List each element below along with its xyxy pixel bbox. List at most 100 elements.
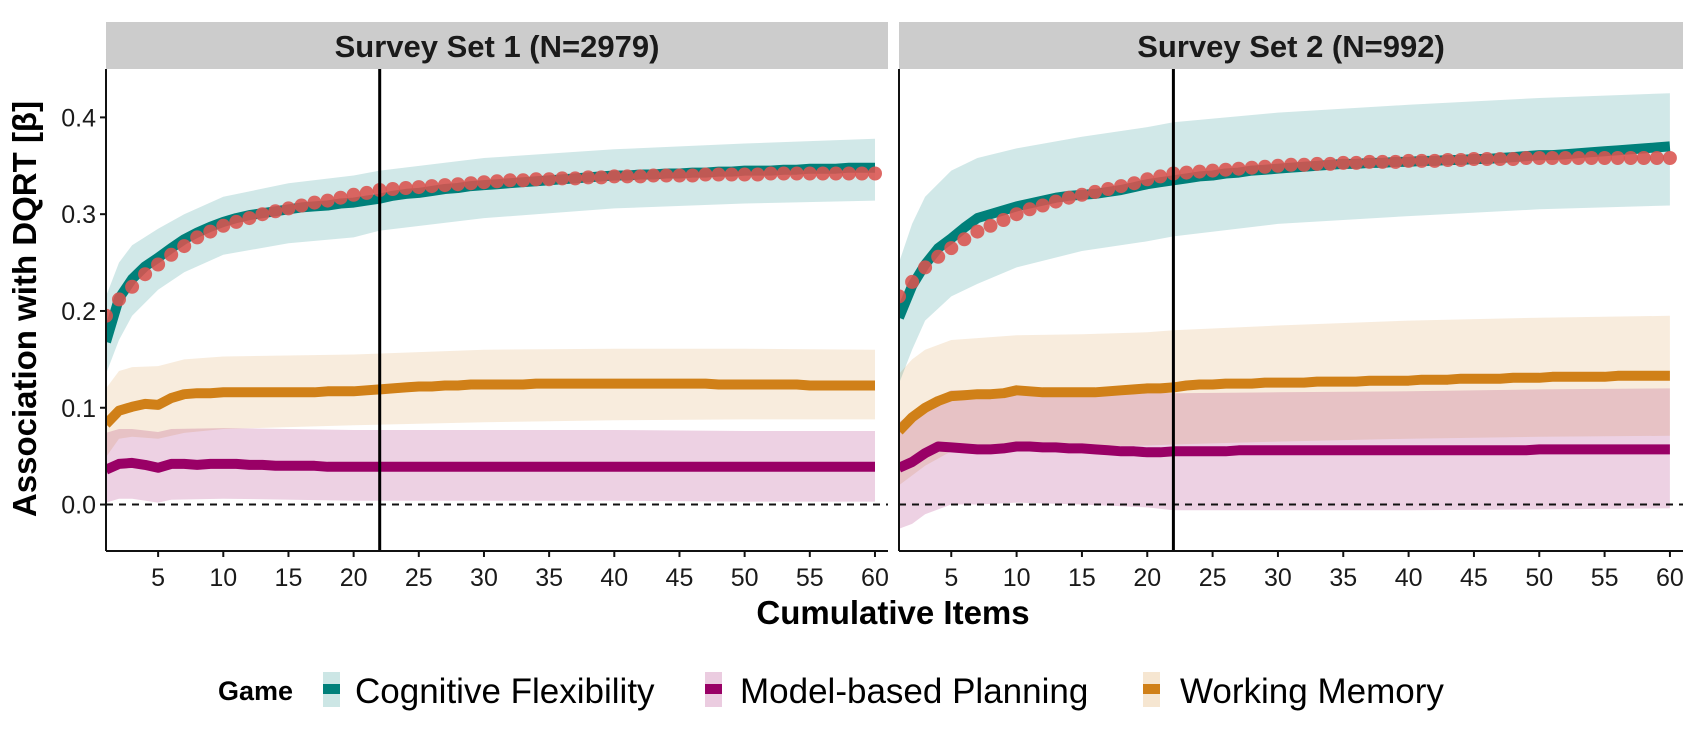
- data-point: [1453, 153, 1468, 167]
- legend-swatch-line: [1143, 684, 1160, 694]
- data-point: [581, 170, 596, 185]
- x-tick-label: 10: [209, 564, 237, 592]
- legend-entry-model-based-planning: Model-based Planning: [705, 672, 1088, 711]
- data-point: [698, 167, 713, 182]
- data-point: [1545, 151, 1560, 165]
- data-point: [112, 292, 126, 307]
- data-point: [1532, 151, 1547, 165]
- data-point: [1218, 162, 1233, 177]
- data-point: [1310, 156, 1325, 171]
- panel-strip: [899, 22, 1683, 69]
- data-point: [594, 170, 609, 185]
- data-point: [1088, 184, 1102, 199]
- data-point: [672, 168, 687, 183]
- legend-title: Game: [218, 676, 293, 706]
- x-tick-label: 55: [796, 564, 824, 592]
- data-point: [750, 167, 765, 182]
- data-point: [437, 178, 452, 193]
- data-point: [1375, 154, 1390, 169]
- data-point: [828, 166, 843, 181]
- data-point: [516, 173, 531, 188]
- data-point: [333, 190, 348, 205]
- x-tick-label: 25: [405, 564, 433, 592]
- data-point: [1127, 176, 1142, 191]
- data-point: [711, 167, 726, 182]
- data-point: [490, 174, 504, 189]
- y-tick-label: 0.4: [61, 104, 96, 132]
- data-point: [1414, 153, 1429, 168]
- data-point: [633, 169, 648, 184]
- data-point: [255, 207, 270, 222]
- panel-survey-set-1: Survey Set 1 (N=2979) 0.0 0.1 0.2 0.3 0.4 5 10 1…: [61, 22, 889, 592]
- data-point: [307, 195, 322, 210]
- data-point: [1636, 151, 1651, 165]
- data-point: [1231, 161, 1246, 176]
- x-tick-label: 45: [666, 564, 694, 592]
- panel-survey-set-2: Survey Set 2 (N=992) 5 10 15 20 25 30 35 40 45 50 5…: [898, 22, 1684, 592]
- x-tick-label: 15: [275, 564, 303, 592]
- legend-entry-working-memory: Working Memory: [1143, 672, 1444, 711]
- data-point: [1349, 155, 1364, 170]
- legend-swatch-line: [323, 684, 340, 694]
- data-point: [1558, 151, 1573, 165]
- data-point: [1623, 151, 1638, 165]
- data-point: [164, 247, 179, 262]
- data-point: [983, 218, 998, 233]
- data-point: [555, 171, 570, 186]
- data-point: [1061, 190, 1076, 205]
- data-point: [281, 201, 296, 216]
- x-tick-label: 30: [470, 564, 498, 592]
- legend-swatch-line: [705, 684, 722, 694]
- legend-label: Working Memory: [1180, 672, 1444, 711]
- data-point: [1336, 155, 1351, 170]
- data-point: [229, 214, 244, 229]
- data-point: [1257, 159, 1272, 174]
- data-point: [542, 172, 557, 187]
- x-tick-label: 45: [1460, 564, 1488, 592]
- data-point: [463, 176, 478, 191]
- data-point: [450, 177, 465, 192]
- data-point: [646, 168, 661, 183]
- y-tick-label: 0.3: [61, 201, 96, 229]
- data-point: [1035, 198, 1050, 213]
- data-point: [776, 166, 791, 181]
- x-tick-label: 30: [1264, 564, 1292, 592]
- data-point: [125, 279, 140, 294]
- x-tick-label: 50: [731, 564, 759, 592]
- data-point: [190, 230, 205, 245]
- x-tick-label: 20: [340, 564, 368, 592]
- data-point: [802, 166, 817, 181]
- data-point: [607, 169, 622, 184]
- x-axis-title: Cumulative Items: [756, 594, 1029, 631]
- x-tick-label: 5: [944, 564, 958, 592]
- data-point: [1440, 153, 1455, 167]
- data-point: [854, 166, 869, 181]
- data-point: [1427, 153, 1442, 168]
- plot-area: [899, 93, 1683, 529]
- data-point: [763, 166, 778, 181]
- data-point: [1114, 179, 1129, 194]
- legend-entry-cognitive-flexibility: Cognitive Flexibility: [323, 672, 655, 711]
- y-tick-label: 0.0: [61, 492, 96, 520]
- x-tick-label: 55: [1591, 564, 1619, 592]
- data-point: [106, 308, 113, 323]
- data-point: [177, 239, 192, 254]
- ci-band-working-memory: [106, 348, 875, 458]
- data-point: [944, 241, 959, 256]
- line-working-memory: [106, 378, 875, 428]
- data-point: [138, 267, 153, 282]
- x-tick-label: 15: [1068, 564, 1096, 592]
- x-tick-label: 10: [1003, 564, 1031, 592]
- data-point: [1493, 152, 1508, 166]
- data-point: [320, 193, 335, 208]
- data-point: [294, 198, 309, 213]
- data-point: [1192, 164, 1207, 179]
- data-point: [868, 166, 882, 181]
- data-point: [1153, 169, 1168, 184]
- data-point: [385, 182, 400, 196]
- data-point: [1022, 202, 1037, 217]
- data-point: [1009, 207, 1024, 222]
- data-point: [1244, 160, 1259, 175]
- ci-band-working-memory: [899, 315, 1670, 486]
